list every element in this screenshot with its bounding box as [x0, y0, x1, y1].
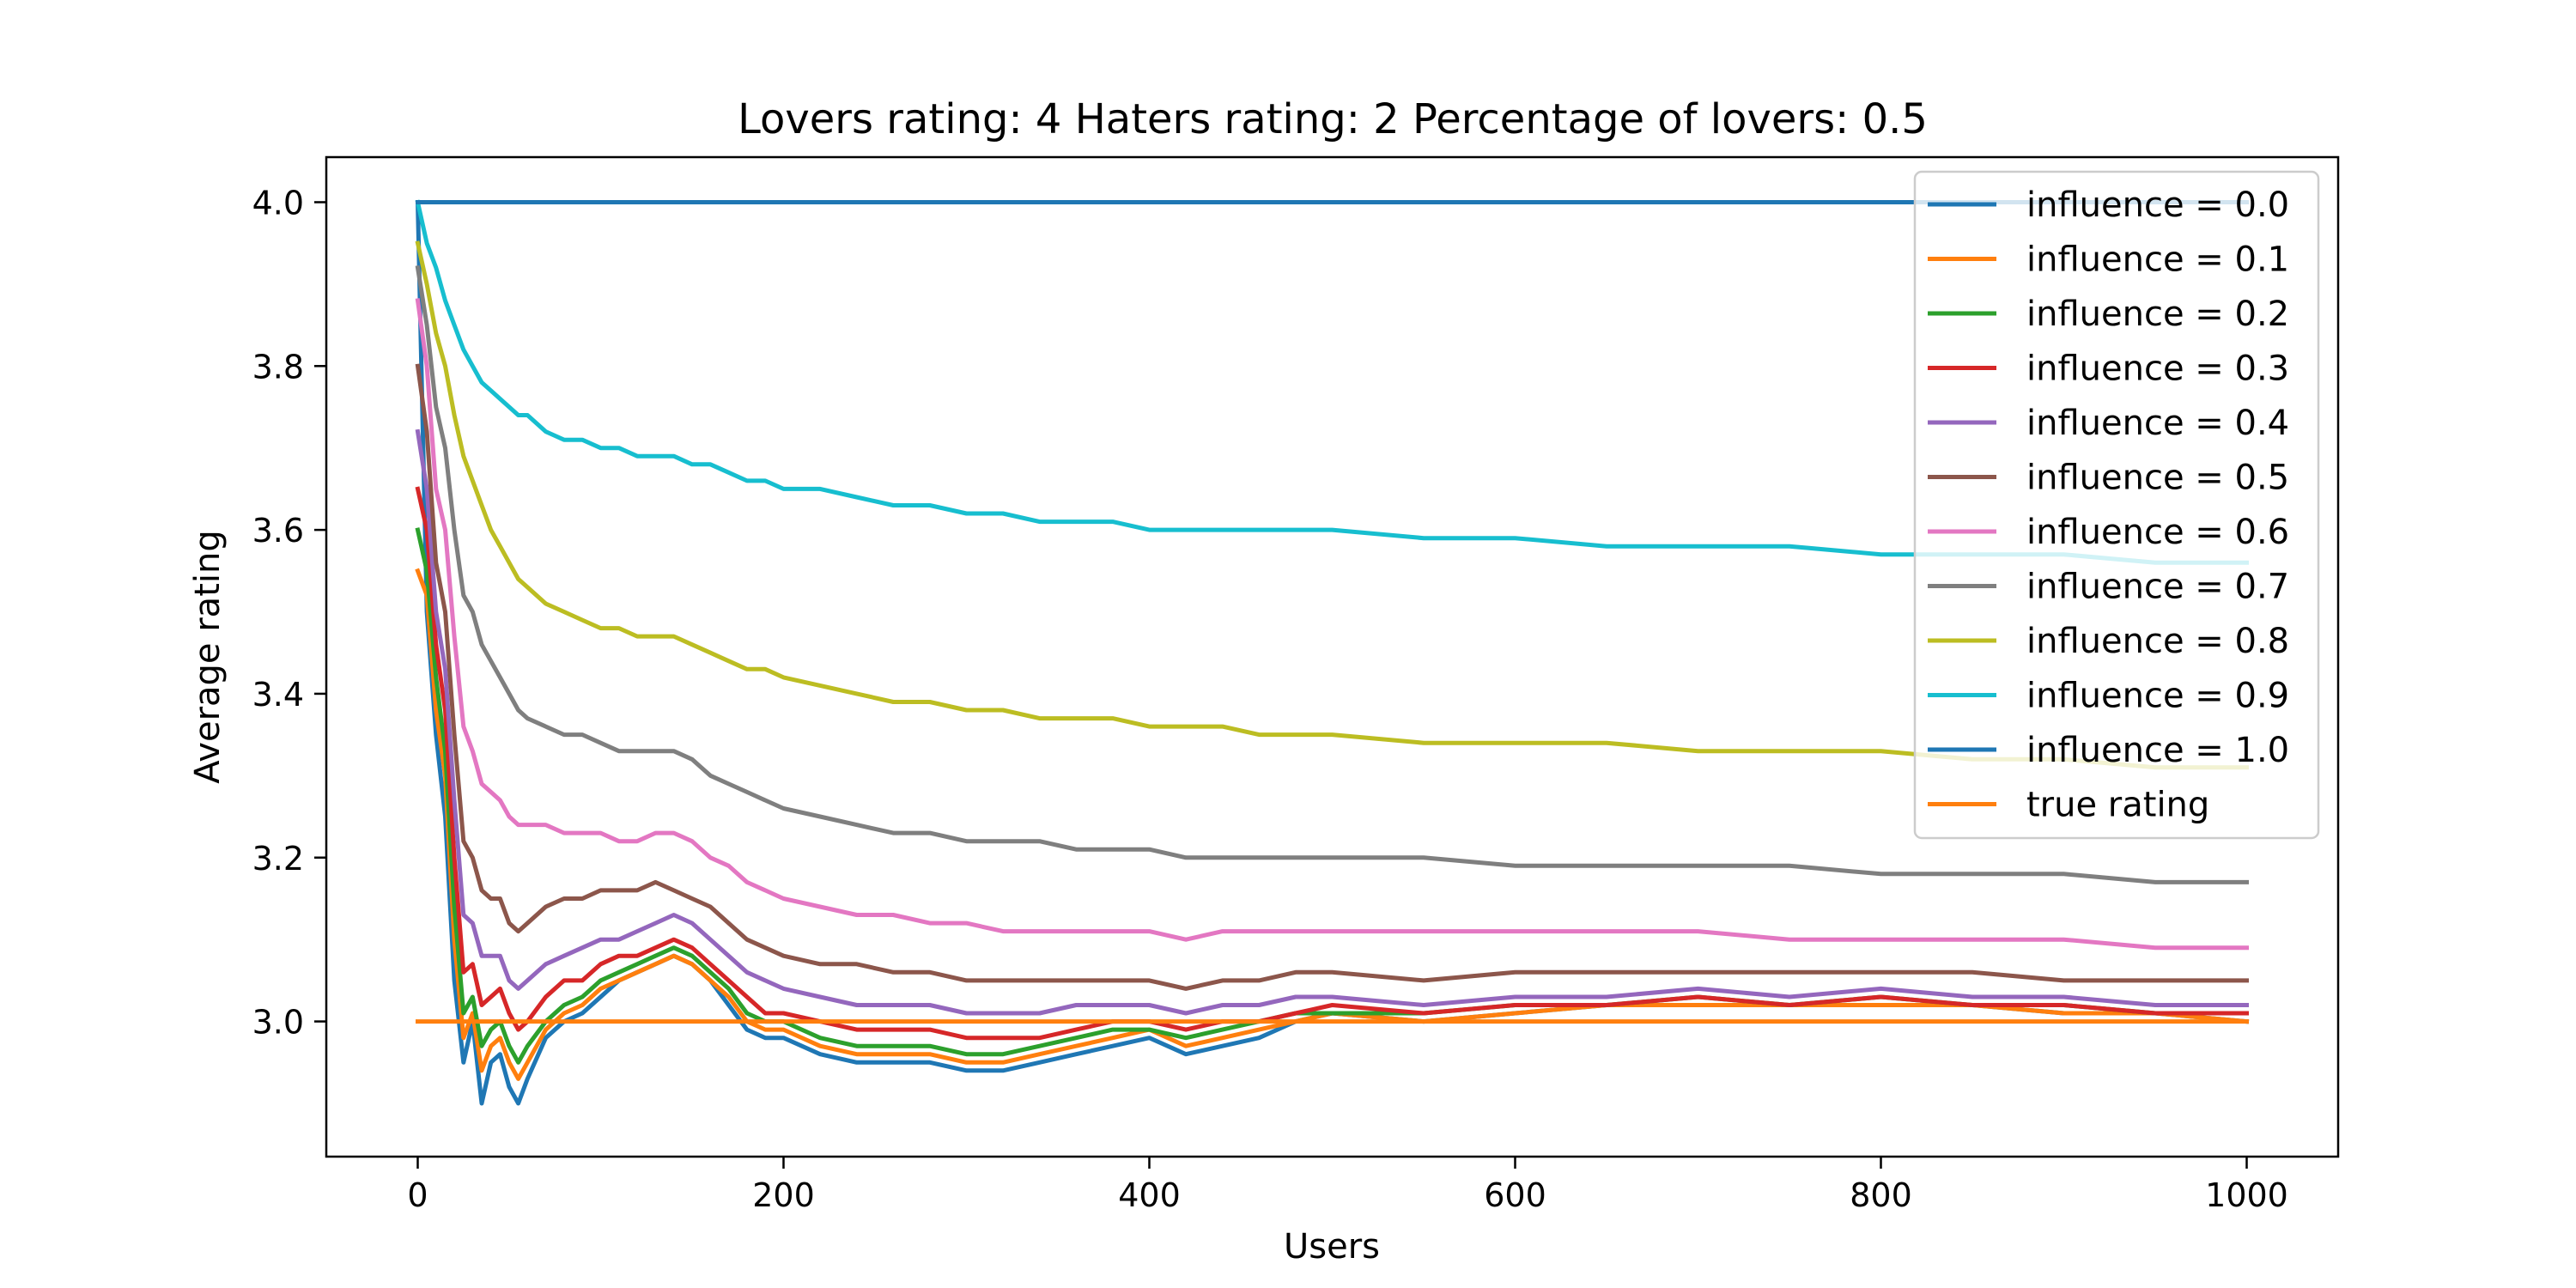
series-line-1 [415, 568, 2250, 1081]
y-axis-ticks: 3.0 3.2 3.4 3.6 3.8 4.0 [252, 184, 326, 1042]
legend-label-3: influence = 0.3 [2026, 349, 2289, 389]
legend-label-1: influence = 0.1 [2026, 240, 2289, 280]
series-line-3 [415, 486, 2249, 1041]
legend-label-0: influence = 0.0 [2026, 185, 2289, 225]
chart-title: Lovers rating: 4 Haters rating: 2 Percen… [738, 95, 1928, 143]
axes-frame [325, 155, 2340, 1158]
x-tick-label: 0 [407, 1176, 428, 1214]
legend-label-5: influence = 0.5 [2026, 459, 2289, 498]
y-tick-label: 3.0 [252, 1004, 304, 1042]
series-line-8 [415, 240, 2249, 770]
series-line-5 [415, 363, 2249, 991]
y-tick-label: 4.0 [252, 184, 304, 222]
series-line-4 [415, 428, 2249, 1016]
y-tick-label: 3.6 [252, 512, 304, 550]
x-tick-label: 1000 [2205, 1176, 2288, 1214]
x-tick-label: 400 [1118, 1176, 1181, 1214]
y-tick-label: 3.8 [252, 348, 304, 386]
y-tick-label: 3.2 [252, 840, 304, 878]
legend-label-7: influence = 0.7 [2026, 568, 2289, 607]
legend-label-2: influence = 0.2 [2026, 295, 2289, 334]
x-axis-label: Users [1284, 1227, 1380, 1267]
legend-label-4: influence = 0.4 [2026, 404, 2289, 443]
legend-box [1913, 170, 2320, 840]
x-tick-label: 600 [1484, 1176, 1546, 1214]
x-tick-label: 200 [752, 1176, 815, 1214]
y-axis-label: Average rating [188, 530, 228, 783]
legend-label-11: true rating [2026, 786, 2209, 825]
legend-entries: influence = 0.0 influence = 0.1 influence … [1928, 185, 2289, 825]
x-axis-ticks: 0 200 400 600 800 1000 [407, 1157, 2288, 1214]
series-line-7 [415, 264, 2249, 884]
series-line-9 [415, 199, 2249, 565]
legend-label-10: influence = 1.0 [2026, 731, 2289, 770]
y-tick-label: 3.4 [252, 676, 304, 714]
series-line-6 [415, 298, 2249, 951]
legend-label-6: influence = 0.6 [2026, 513, 2289, 552]
x-tick-label: 800 [1850, 1176, 1912, 1214]
legend-label-9: influence = 0.9 [2026, 677, 2289, 716]
legend: influence = 0.0 influence = 0.1 influence … [1913, 170, 2320, 840]
legend-label-8: influence = 0.8 [2026, 622, 2289, 661]
